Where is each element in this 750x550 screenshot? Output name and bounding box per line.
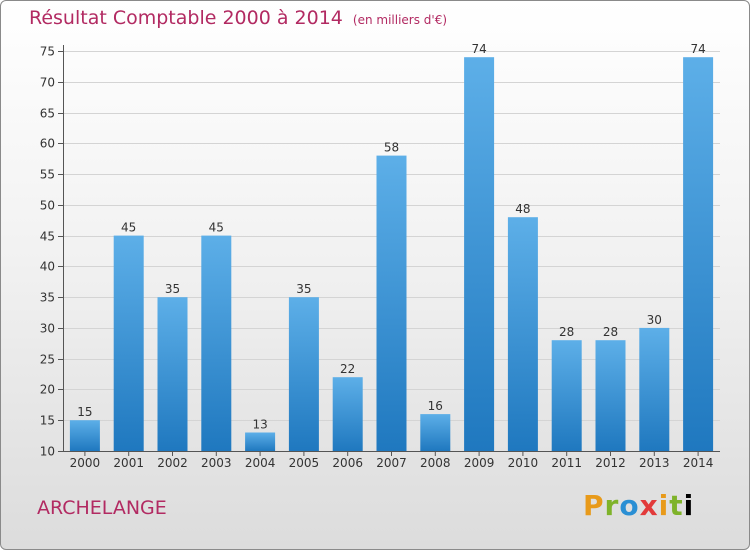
- x-tick-label: 2004: [245, 456, 276, 470]
- y-tick-label: 70: [40, 76, 55, 90]
- y-tick-label: 20: [40, 383, 55, 397]
- data-label: 16: [428, 399, 443, 413]
- data-label: 35: [296, 282, 311, 296]
- y-tick-label: 75: [40, 45, 55, 59]
- chart-title-text: Résultat Comptable 2000 à 2014: [29, 7, 343, 29]
- bar: [507, 217, 538, 451]
- y-tick-label: 10: [40, 445, 55, 459]
- bar: [245, 432, 276, 451]
- logo-letter: i: [658, 489, 670, 522]
- data-label: 35: [165, 282, 180, 296]
- y-tick-label: 65: [40, 107, 55, 121]
- data-label: 30: [647, 313, 662, 327]
- x-tick-label: 2008: [420, 456, 451, 470]
- label-layer: 15 45 35 45 13 35 22 58 16 74 48 28 28 30 74: [77, 42, 705, 431]
- data-label: 15: [77, 405, 92, 419]
- y-tick-label: 15: [40, 414, 55, 428]
- data-label: 45: [209, 221, 224, 235]
- logo-letter: t: [669, 489, 684, 522]
- logo-letter: r: [604, 489, 620, 522]
- x-tick-label: 2011: [551, 456, 582, 470]
- x-tick-label: 2014: [683, 456, 714, 470]
- x-tick-label: 2009: [464, 456, 495, 470]
- y-tick-label: 30: [40, 322, 55, 336]
- data-label: 74: [690, 42, 705, 56]
- bar: [683, 57, 714, 451]
- chart-unit: (en milliers d'€): [352, 13, 448, 27]
- x-tick-label: 2000: [70, 456, 101, 470]
- data-label: 48: [515, 202, 530, 216]
- commune-name: ARCHELANGE: [37, 497, 167, 519]
- x-tick-label: 2007: [376, 456, 407, 470]
- bar: [201, 235, 232, 451]
- logo-letter: P: [583, 489, 605, 522]
- bar-layer: [69, 57, 714, 451]
- x-tick-label: 2012: [595, 456, 626, 470]
- y-tick-label: 40: [40, 260, 55, 274]
- bar: [288, 297, 319, 451]
- y-tick-label: 60: [40, 137, 55, 151]
- logo-letter: i: [683, 489, 695, 522]
- bar: [595, 340, 626, 451]
- y-tick-label: 25: [40, 353, 55, 367]
- bar: [332, 377, 363, 451]
- x-tick-label: 2006: [332, 456, 363, 470]
- bar: [551, 340, 582, 451]
- data-label: 45: [121, 221, 136, 235]
- y-tick-label: 35: [40, 291, 55, 305]
- x-tick-label: 2001: [113, 456, 144, 470]
- x-tick-label: 2005: [289, 456, 320, 470]
- chart-title: Résultat Comptable 2000 à 2014 (en millie…: [29, 7, 447, 29]
- logo-letter: o: [619, 489, 640, 522]
- data-label: 28: [559, 325, 574, 339]
- bar: [464, 57, 495, 451]
- proxiti-logo: Proxiti: [583, 489, 694, 522]
- x-tick-label: 2013: [639, 456, 670, 470]
- y-tick-label: 50: [40, 199, 55, 213]
- bar: [376, 155, 407, 451]
- data-label: 58: [384, 141, 399, 155]
- y-tick-label: 55: [40, 168, 55, 182]
- bar: [157, 297, 188, 451]
- data-label: 13: [252, 418, 267, 432]
- x-tick-label: 2003: [201, 456, 232, 470]
- data-label: 74: [471, 42, 486, 56]
- bar: [420, 414, 451, 451]
- data-label: 28: [603, 325, 618, 339]
- data-label: 22: [340, 362, 355, 376]
- bar: [113, 235, 144, 451]
- logo-letter: x: [639, 489, 659, 522]
- x-tick-label: 2002: [157, 456, 188, 470]
- bar: [69, 420, 100, 451]
- bar: [639, 327, 670, 451]
- x-tick-label: 2010: [508, 456, 539, 470]
- axis-layer: 10 15 20 25 30 35 40 45 50 55 60 65 70 75 2000 2001 2002…: [40, 45, 720, 470]
- y-tick-label: 45: [40, 230, 55, 244]
